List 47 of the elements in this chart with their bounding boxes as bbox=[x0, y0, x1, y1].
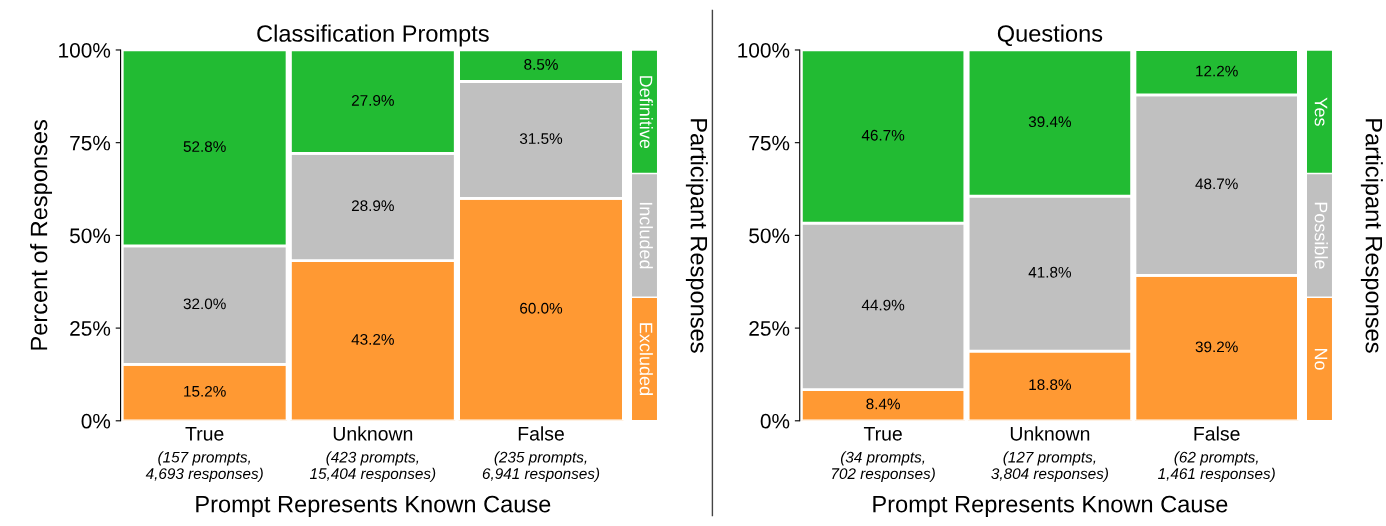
x-tick-label: Unknown (423 prompts, 15,404 responses) bbox=[309, 426, 436, 483]
data-label: 18.8% bbox=[1029, 379, 1072, 391]
y-tick-label: 25% bbox=[749, 321, 790, 336]
y-tick-label: 100% bbox=[59, 42, 111, 58]
data-label: 39.2% bbox=[1195, 341, 1238, 353]
text: Included bbox=[639, 202, 653, 269]
text: Definitive bbox=[639, 76, 653, 149]
text: No bbox=[1314, 348, 1328, 370]
x-axis-title: Prompt Represents Known Cause bbox=[196, 495, 551, 518]
x-tick-label: Unknown (127 prompts, 3,804 responses) bbox=[991, 426, 1109, 483]
y-tick-label: 50% bbox=[70, 228, 111, 244]
data-label: 31.5% bbox=[519, 133, 563, 144]
data-label: 27.9% bbox=[351, 94, 394, 106]
data-label: 44.9% bbox=[861, 299, 905, 311]
data-label: 8.4% bbox=[866, 398, 900, 410]
text: Possible bbox=[1314, 202, 1328, 269]
y-tick-label: 0% bbox=[81, 413, 111, 429]
x-tick-label: False (62 prompts, 1,461 responses) bbox=[1158, 426, 1275, 483]
chart-title: Questions bbox=[997, 24, 1103, 47]
x-axis-title: Prompt Represents Known Cause bbox=[873, 495, 1228, 518]
data-label: 46.7% bbox=[861, 129, 905, 141]
legend-title: Participant Responses bbox=[685, 119, 708, 353]
data-label: 12.2% bbox=[1196, 65, 1238, 77]
data-label: 8.5% bbox=[524, 59, 558, 70]
text: Yes bbox=[1314, 97, 1328, 126]
y-tick-label: 75% bbox=[70, 135, 111, 151]
data-label: 43.2% bbox=[351, 333, 394, 345]
x-tick-label: True (34 prompts, 702 responses) bbox=[832, 427, 935, 483]
chart-title: Classification Prompts bbox=[257, 24, 489, 47]
x-tick-label: True (157 prompts, 4,693 responses) bbox=[145, 427, 263, 483]
legend-title: Participant Responses bbox=[1360, 119, 1383, 353]
data-label: 15.2% bbox=[184, 385, 226, 397]
y-tick-label: 75% bbox=[749, 135, 790, 151]
data-label: 41.8% bbox=[1028, 266, 1072, 278]
text: Excluded bbox=[639, 323, 653, 395]
data-label: 32.0% bbox=[183, 298, 226, 310]
data-label: 52.8% bbox=[183, 141, 226, 152]
data-label: 48.7% bbox=[1195, 178, 1238, 190]
data-label: 60.0% bbox=[520, 302, 563, 314]
y-tick-label: 25% bbox=[70, 321, 111, 336]
data-label: 28.9% bbox=[351, 200, 394, 212]
y-tick-label: 50% bbox=[749, 228, 790, 244]
data-label: 39.4% bbox=[1028, 116, 1072, 128]
y-tick-label: 100% bbox=[738, 42, 790, 58]
y-tick-label: 0% bbox=[760, 413, 790, 429]
y-axis-title: Percent of Responses bbox=[30, 120, 53, 350]
x-tick-label: False (235 prompts, 6,941 responses) bbox=[482, 426, 600, 483]
